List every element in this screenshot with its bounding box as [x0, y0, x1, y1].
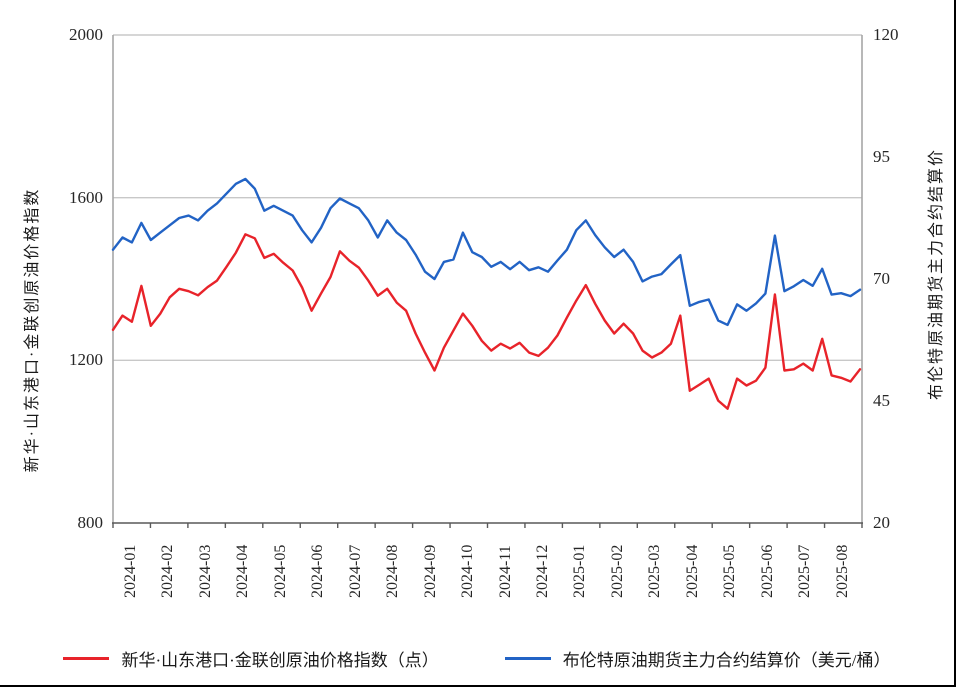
left-axis-tick-label: 1600 — [69, 187, 103, 207]
legend-label-brent: 布伦特原油期货主力合约结算价（美元/桶） — [562, 651, 891, 670]
x-axis-tick-label: 2025-06 — [758, 544, 776, 598]
x-axis-tick-label: 2025-01 — [571, 544, 589, 598]
right-axis-tick-label: 45 — [873, 391, 890, 410]
legend-item-brent: 布伦特原油期货主力合约结算价（美元/桶） — [504, 646, 891, 671]
x-axis-tick-label: 2024-11 — [496, 545, 514, 598]
legend-label-index: 新华·山东港口·金联创原油价格指数（点） — [121, 651, 439, 670]
red-line-swatch — [63, 657, 110, 660]
x-axis-tick-label: 2024-10 — [459, 544, 477, 598]
x-axis-tick-label: 2025-07 — [796, 544, 814, 598]
right-axis-tick-label: 120 — [873, 25, 899, 44]
legend-item-index: 新华·山东港口·金联创原油价格指数（点） — [63, 646, 439, 671]
x-axis-tick-label: 2024-04 — [234, 544, 252, 598]
series-red-line — [111, 233, 862, 410]
gridlines — [113, 34, 862, 362]
left-axis-tick-label: 2000 — [69, 25, 103, 44]
right-axis-tick-label: 20 — [873, 513, 890, 532]
blue-line-swatch — [504, 657, 551, 660]
x-axis-tick-label: 2025-08 — [833, 544, 851, 598]
series-blue-line — [111, 177, 862, 327]
x-axis-tick-label: 2024-08 — [384, 544, 402, 598]
legend: 新华·山东港口·金联创原油价格指数（点） 布伦特原油期货主力合约结算价（美元/桶… — [0, 646, 954, 671]
x-axis-tick-label: 2025-05 — [721, 544, 739, 598]
data-series — [111, 177, 862, 410]
x-axis-tick-label: 2024-05 — [271, 544, 289, 598]
x-axis-tick-label: 2024-12 — [533, 544, 551, 598]
x-axis-tick-label: 2024-06 — [309, 544, 327, 598]
x-axis-tick-label: 2025-02 — [608, 544, 626, 598]
x-axis-tick-label: 2024-02 — [159, 544, 177, 598]
axes — [112, 35, 863, 528]
x-axis-tick-label: 2025-03 — [646, 544, 664, 598]
right-axis-tick-label: 95 — [873, 147, 890, 166]
left-axis-tick-label: 1200 — [69, 350, 103, 370]
x-axis-tick-label: 2024-03 — [196, 544, 214, 598]
right-axis-title: 布伦特原油期货主力合约结算价 — [928, 147, 945, 401]
left-axis-title: 新华·山东港口·金联创原油价格指数 — [24, 187, 41, 473]
left-axis-tick-label: 800 — [77, 513, 104, 532]
x-axis-tick-label: 2025-04 — [683, 544, 701, 598]
x-axis-tick-label: 2024-09 — [421, 544, 439, 598]
x-axis-tick-label: 2024-01 — [122, 544, 139, 598]
right-axis-tick-label: 70 — [873, 269, 890, 288]
x-axis-tick-label: 2024-07 — [346, 544, 364, 598]
